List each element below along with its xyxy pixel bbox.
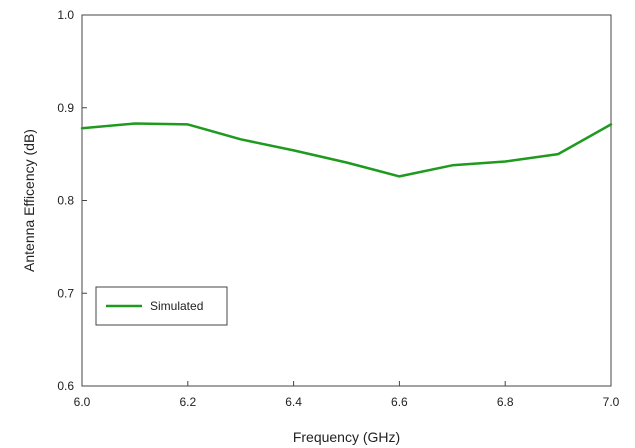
plot-area-border xyxy=(81,14,612,387)
series-lines xyxy=(80,122,613,178)
x-tick-label: 6.4 xyxy=(285,395,302,409)
x-tick-label: 6.6 xyxy=(391,395,408,409)
y-tick-label: 1.0 xyxy=(57,8,74,22)
legend: Simulated xyxy=(95,286,228,326)
x-tick-label: 7.0 xyxy=(603,395,620,409)
x-axis-title: Frequency (GHz) xyxy=(293,429,400,445)
y-axis: 0.6 0.7 0.8 0.9 1.0 xyxy=(57,8,87,393)
y-tick-label: 0.6 xyxy=(57,379,74,393)
y-tick-label: 0.7 xyxy=(57,286,74,300)
legend-label-simulated: Simulated xyxy=(150,299,203,313)
x-tick-label: 6.0 xyxy=(74,395,91,409)
y-tick-label: 0.9 xyxy=(57,101,74,115)
series-line-simulated xyxy=(80,122,613,178)
x-axis: 6.0 6.2 6.4 6.6 6.8 7.0 xyxy=(74,381,620,409)
plot-frame xyxy=(81,14,612,387)
x-tick-label: 6.2 xyxy=(179,395,196,409)
y-axis-title: Antenna Efficency (dB) xyxy=(21,129,37,272)
x-tick-label: 6.8 xyxy=(497,395,514,409)
y-tick-label: 0.8 xyxy=(57,194,74,208)
